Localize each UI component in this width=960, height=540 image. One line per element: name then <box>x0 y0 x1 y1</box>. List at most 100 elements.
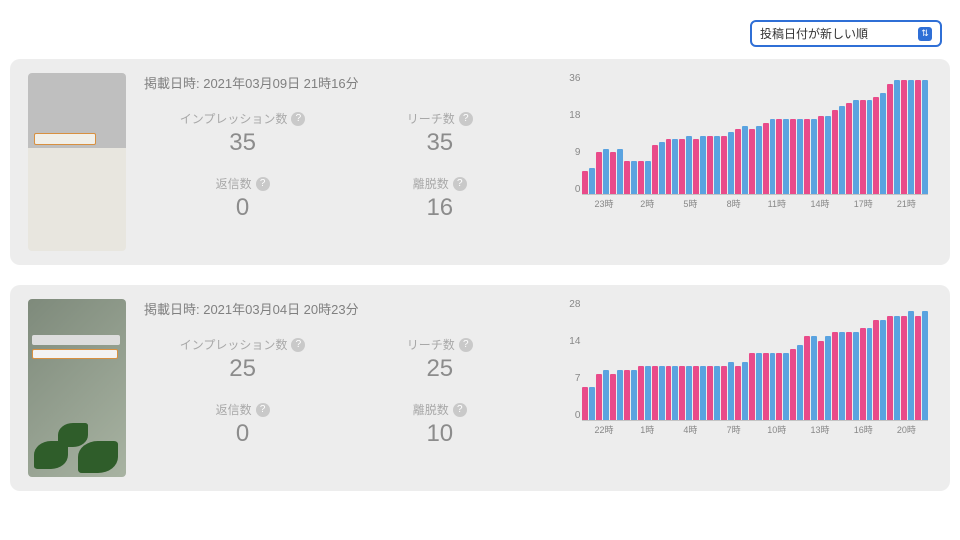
bar-series-a <box>804 336 810 420</box>
bar-series-a <box>915 80 921 194</box>
bar-group <box>735 77 748 194</box>
bar-group <box>582 303 595 420</box>
bar-series-b <box>700 366 706 420</box>
x-tick-label: 1時 <box>626 423 669 439</box>
y-axis: 361890 <box>556 73 580 195</box>
bar-series-a <box>776 119 782 194</box>
x-tick-label: 22時 <box>582 423 625 439</box>
bar-series-a <box>790 119 796 194</box>
y-axis: 281470 <box>556 299 580 421</box>
bar-series-b <box>700 136 706 195</box>
bar-group <box>652 303 665 420</box>
bar-group <box>638 77 651 194</box>
bar-series-a <box>735 366 741 420</box>
bar-series-a <box>887 316 893 420</box>
bar-group <box>763 303 776 420</box>
bar-group <box>915 77 928 194</box>
help-icon[interactable]: ? <box>453 403 467 417</box>
bar-series-a <box>721 366 727 420</box>
bar-series-b <box>853 332 859 420</box>
bar-series-b <box>631 370 637 420</box>
stat-label: 離脱数? <box>413 401 467 418</box>
help-icon[interactable]: ? <box>459 338 473 352</box>
post-meta: 掲載日時: 2021年03月04日 20時23分インプレッション数?25リーチ数… <box>144 299 538 448</box>
stat-value: 35 <box>341 129 538 157</box>
stat-label: 返信数? <box>216 401 270 418</box>
help-icon[interactable]: ? <box>291 112 305 126</box>
stat-value: 0 <box>144 420 341 448</box>
bar-series-b <box>714 136 720 195</box>
bar-series-b <box>839 332 845 420</box>
bar-group <box>582 77 595 194</box>
stat-replies: 返信数?0 <box>144 175 341 222</box>
help-icon[interactable]: ? <box>256 177 270 191</box>
x-tick-label: 16時 <box>842 423 885 439</box>
help-icon[interactable]: ? <box>453 177 467 191</box>
bar-series-b <box>770 353 776 420</box>
x-axis: 22時1時4時7時10時13時16時20時 <box>582 423 928 439</box>
bar-series-b <box>797 345 803 420</box>
bar-group <box>873 77 886 194</box>
bar-group <box>693 303 706 420</box>
post-card: 掲載日時: 2021年03月09日 21時16分インプレッション数?35リーチ数… <box>10 59 950 265</box>
bar-series-a <box>915 316 921 420</box>
x-tick-label: 20時 <box>885 423 928 439</box>
bar-series-b <box>603 149 609 195</box>
bar-series-a <box>582 387 588 420</box>
story-thumbnail[interactable] <box>28 299 126 477</box>
bar-series-a <box>763 353 769 420</box>
bar-series-a <box>721 136 727 195</box>
bar-series-a <box>818 116 824 194</box>
bar-group <box>790 77 803 194</box>
bar-group <box>624 303 637 420</box>
bar-series-a <box>610 374 616 420</box>
help-icon[interactable]: ? <box>256 403 270 417</box>
story-thumbnail[interactable] <box>28 73 126 251</box>
bar-series-b <box>756 126 762 194</box>
bar-series-a <box>901 80 907 194</box>
bar-series-b <box>672 139 678 194</box>
bar-group <box>804 303 817 420</box>
bar-series-b <box>617 149 623 195</box>
bar-series-a <box>596 152 602 194</box>
bar-group <box>624 77 637 194</box>
stat-label: リーチ数? <box>407 110 473 127</box>
bar-series-b <box>811 336 817 420</box>
sort-select[interactable]: 投稿日付が新しい順 ⇅ <box>750 20 942 47</box>
bar-group <box>860 77 873 194</box>
x-tick-label: 14時 <box>798 197 841 213</box>
bar-series-b <box>783 119 789 194</box>
bar-group <box>596 77 609 194</box>
bar-series-a <box>860 328 866 420</box>
bar-series-a <box>652 366 658 420</box>
bar-group <box>693 77 706 194</box>
bar-series-b <box>603 370 609 420</box>
bar-group <box>638 303 651 420</box>
bar-series-b <box>894 80 900 194</box>
bar-series-b <box>783 353 789 420</box>
bar-series-b <box>756 353 762 420</box>
bar-series-b <box>811 119 817 194</box>
bar-series-b <box>589 168 595 194</box>
bar-series-b <box>908 311 914 420</box>
bar-group <box>818 303 831 420</box>
bar-series-b <box>742 362 748 421</box>
bar-group <box>887 77 900 194</box>
sort-select-label: 投稿日付が新しい順 <box>760 25 868 42</box>
bar-series-b <box>839 106 845 194</box>
bar-series-a <box>666 139 672 194</box>
bar-series-b <box>728 132 734 194</box>
x-tick-label: 23時 <box>582 197 625 213</box>
bar-series-a <box>666 366 672 420</box>
bar-group <box>804 77 817 194</box>
help-icon[interactable]: ? <box>291 338 305 352</box>
bar-group <box>873 303 886 420</box>
bar-series-b <box>617 370 623 420</box>
bar-group <box>735 303 748 420</box>
x-tick-label: 2時 <box>626 197 669 213</box>
bar-group <box>776 77 789 194</box>
help-icon[interactable]: ? <box>459 112 473 126</box>
bar-series-b <box>797 119 803 194</box>
bar-series-b <box>645 366 651 420</box>
x-tick-label: 11時 <box>755 197 798 213</box>
